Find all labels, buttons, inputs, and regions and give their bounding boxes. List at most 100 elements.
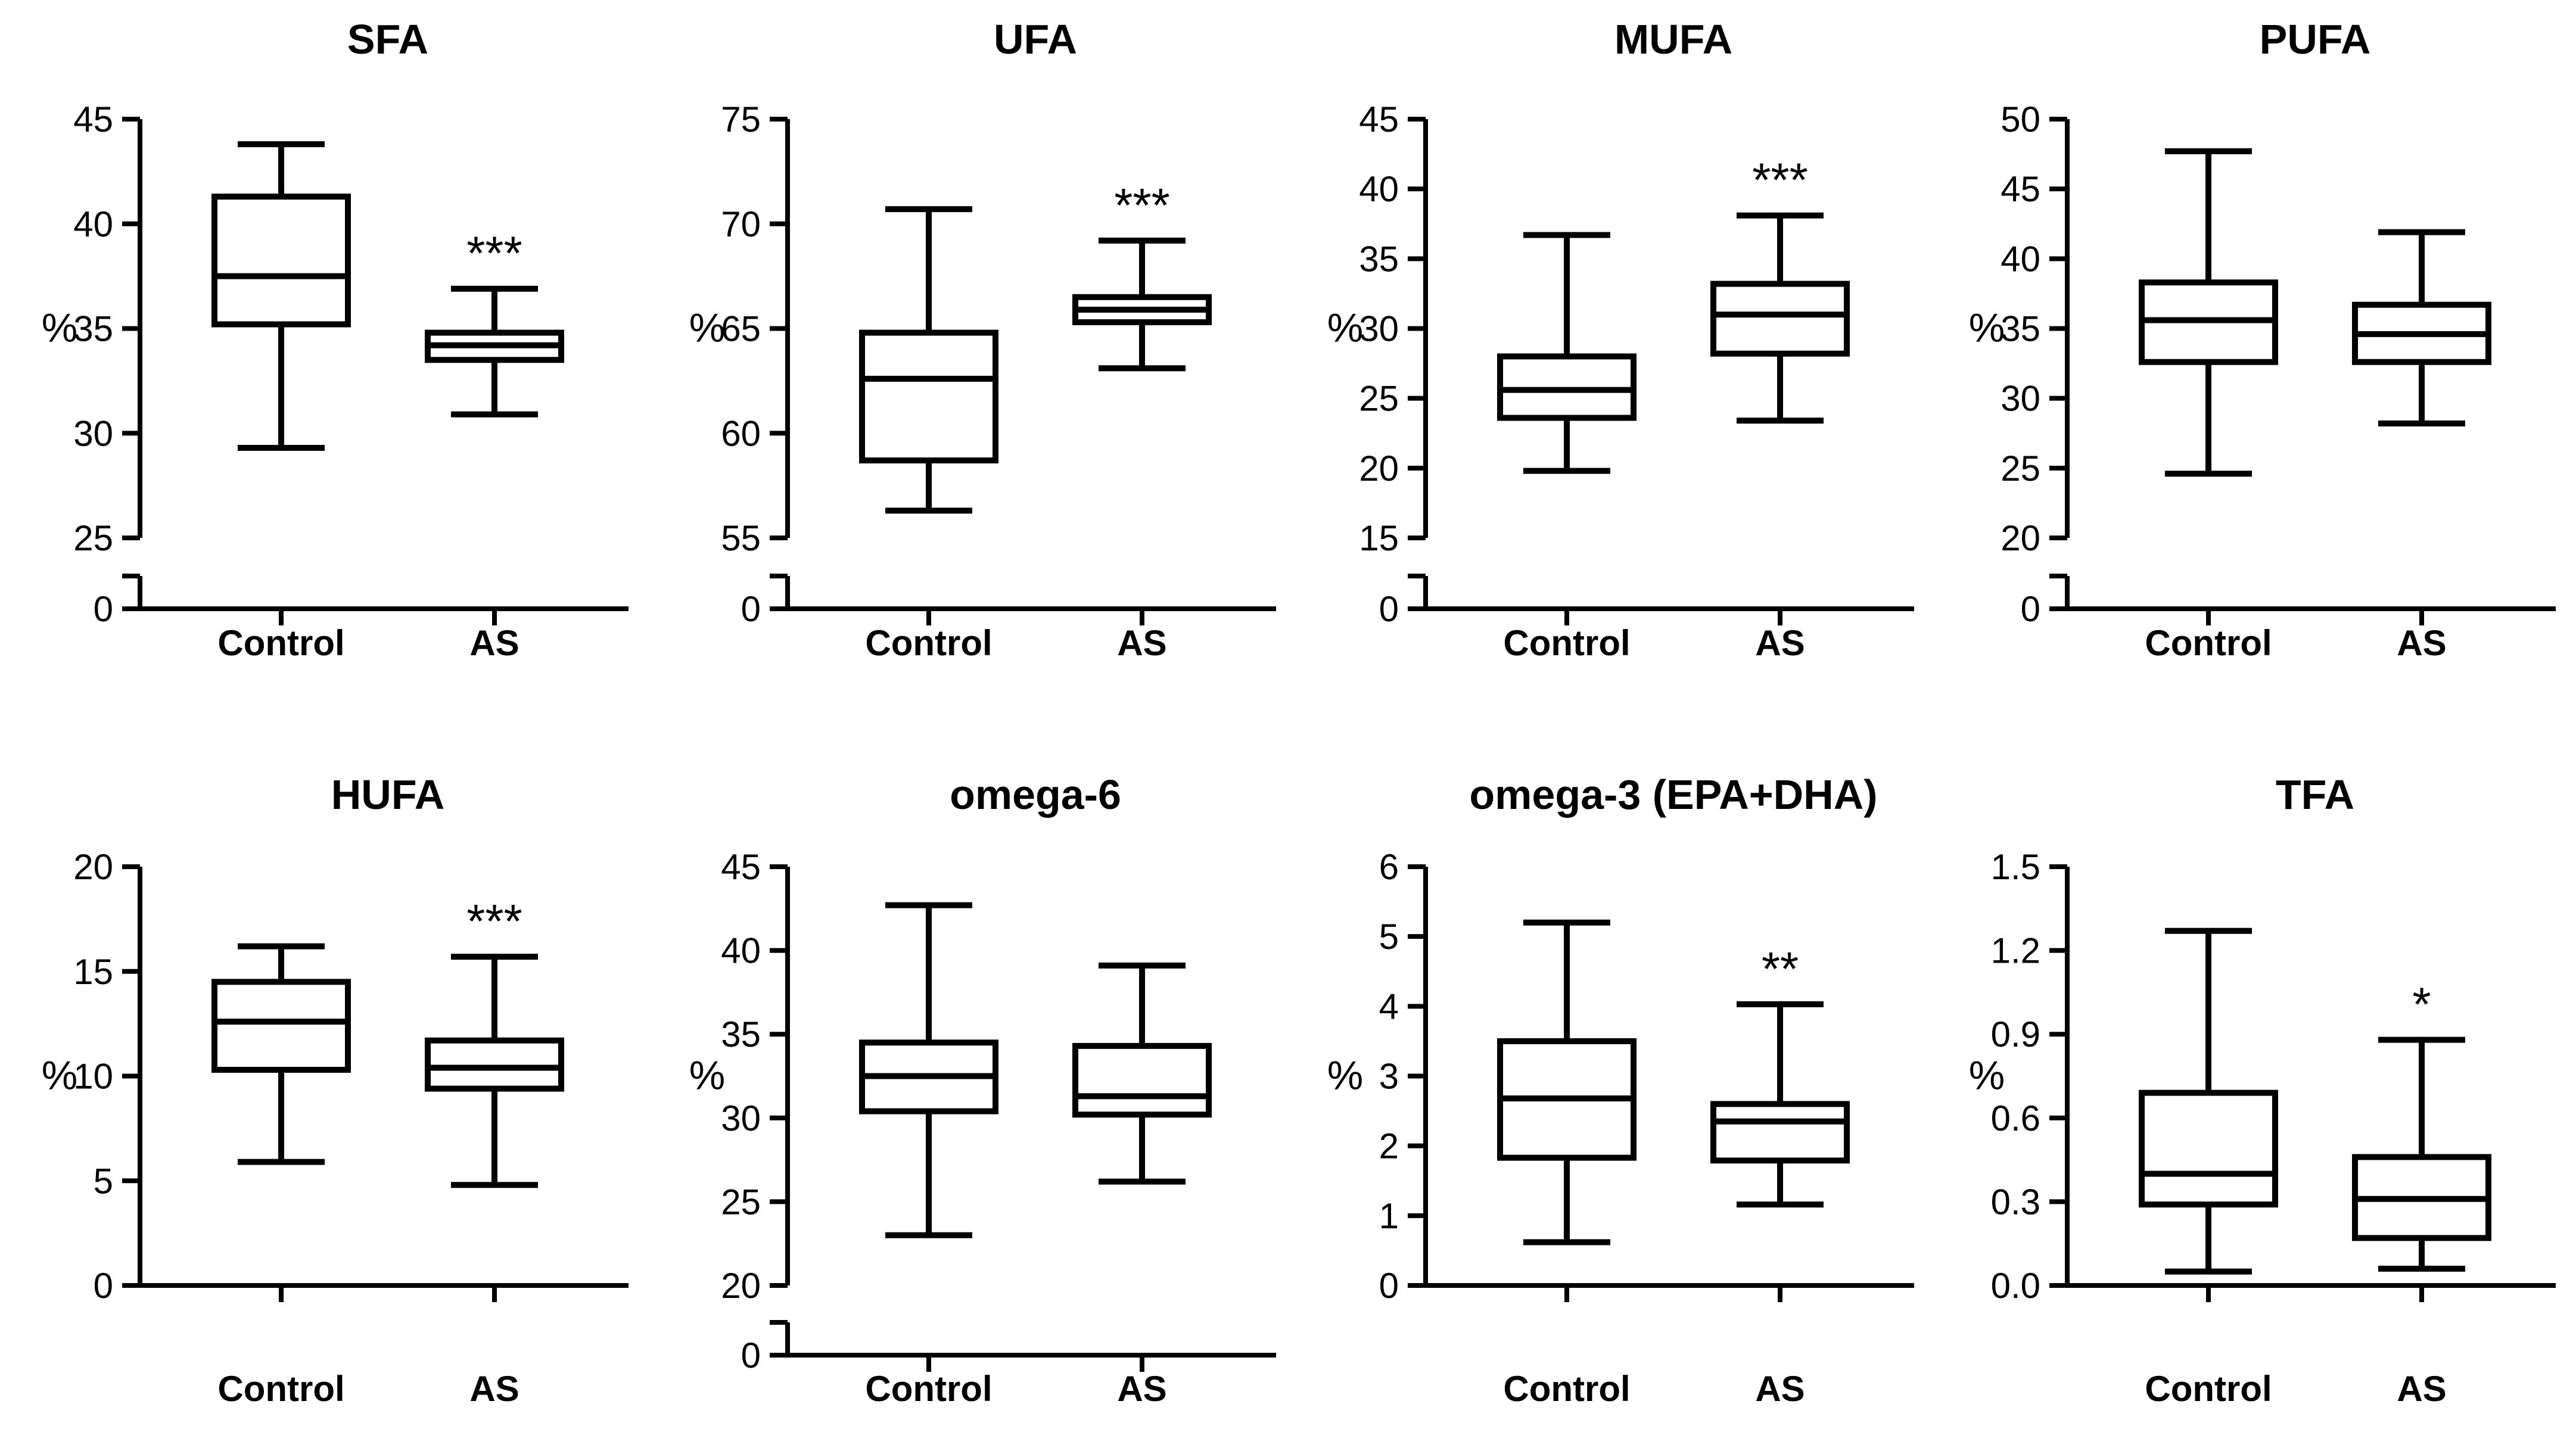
panel-ufa: UFA% 0 75 70 65 60 55 Control AS ***: [689, 16, 1276, 663]
y-tick-label: 25: [2001, 449, 2040, 488]
x-tick-label: AS: [1117, 623, 1166, 663]
y-tick-label: 1.5: [1991, 847, 2040, 887]
y-tick-label: 75: [721, 99, 761, 139]
y-tick-label: 40: [73, 204, 113, 244]
y-axis-label: %: [689, 306, 725, 351]
y-tick-label: 2: [1379, 1126, 1399, 1166]
box-control: Control: [859, 902, 998, 1409]
box-iqr: [859, 329, 998, 463]
y-tick-label: 1.2: [1991, 931, 2040, 971]
y-tick-label: 1: [1379, 1196, 1399, 1236]
x-tick-label: Control: [2145, 1369, 2272, 1409]
significance-marker: **: [1762, 942, 1799, 995]
y-tick-label: 60: [721, 413, 761, 453]
box-as: AS: [425, 285, 564, 663]
x-tick-label: Control: [865, 1369, 992, 1409]
y-tick-label: 25: [1359, 379, 1399, 419]
y-tick-label: 45: [721, 847, 761, 887]
x-tick-label: AS: [469, 623, 519, 663]
panel-mufa: MUFA% 0 45 40 35 30 25 20 15 Control AS ***: [1327, 16, 1914, 663]
panel-hufa: HUFA% 20 15 10 5 0 Control AS ***: [42, 771, 629, 1409]
panel-title: PUFA: [2260, 16, 2371, 63]
zero-tick-label: 0: [741, 589, 761, 629]
y-tick-label: 20: [1359, 449, 1399, 488]
box-iqr: [425, 1037, 564, 1092]
y-tick-label: 0.9: [1991, 1014, 2040, 1054]
y-tick-label: 45: [73, 99, 113, 139]
y-tick-label: 40: [721, 931, 761, 971]
box-as: AS: [1072, 237, 1212, 663]
y-tick-label: 45: [1359, 99, 1399, 139]
y-tick-label: 10: [73, 1057, 113, 1097]
y-tick-label: 5: [94, 1161, 113, 1201]
y-tick-label: 35: [1359, 239, 1399, 279]
y-axis-label: %: [1327, 1053, 1363, 1098]
box-iqr: [1072, 1042, 1212, 1118]
box-as: AS: [1710, 212, 1850, 663]
panel-omega-3-epa-dha: omega-3 (EPA+DHA)% 6 5 4 3 2 1 0 Control AS **: [1327, 771, 1914, 1409]
zero-tick-label: 0: [94, 589, 113, 629]
box-control: Control: [1497, 232, 1637, 663]
significance-marker: ***: [1752, 154, 1807, 207]
panel-title: omega-3 (EPA+DHA): [1469, 771, 1877, 818]
y-tick-label: 25: [73, 518, 113, 558]
x-tick-label: Control: [1503, 1369, 1630, 1409]
panel-title: UFA: [994, 16, 1077, 63]
y-tick-label: 20: [2001, 518, 2040, 558]
y-tick-label: 5: [1379, 917, 1399, 957]
box-control: Control: [211, 943, 351, 1409]
y-axis-label: %: [42, 306, 77, 351]
y-tick-label: 0.6: [1991, 1098, 2040, 1138]
x-tick-label: Control: [2145, 623, 2272, 663]
y-tick-label: 25: [721, 1182, 761, 1222]
box-as: AS: [425, 954, 564, 1409]
box-control: Control: [2139, 148, 2278, 663]
y-tick-label: 0: [94, 1266, 113, 1306]
x-tick-label: Control: [217, 623, 344, 663]
significance-marker: *: [2412, 978, 2431, 1031]
box-iqr: [211, 979, 351, 1073]
significance-marker: ***: [466, 895, 522, 948]
y-axis-label: %: [42, 1053, 77, 1098]
panel-sfa: SFA% 0 45 40 35 30 25 Control AS ***: [42, 16, 629, 663]
box-as: AS: [1710, 1001, 1850, 1409]
panel-title: omega-6: [950, 771, 1121, 818]
y-tick-label: 30: [73, 413, 113, 453]
y-tick-label: 15: [1359, 518, 1399, 558]
y-tick-label: 40: [1359, 169, 1399, 209]
box-as: AS: [2352, 1036, 2491, 1409]
y-tick-label: 0: [1379, 1266, 1399, 1306]
x-tick-label: Control: [217, 1369, 344, 1409]
panel-title: SFA: [347, 16, 428, 63]
y-axis-label: %: [689, 1053, 725, 1098]
y-tick-label: 4: [1379, 986, 1399, 1026]
significance-marker: ***: [466, 227, 522, 280]
box-iqr: [1710, 281, 1850, 357]
zero-tick-label: 0: [741, 1336, 761, 1375]
y-tick-label: 6: [1379, 847, 1399, 887]
y-tick-label: 20: [721, 1266, 761, 1306]
y-tick-label: 30: [1359, 309, 1399, 349]
box-iqr: [211, 194, 351, 328]
box-as: AS: [2352, 229, 2491, 663]
zero-tick-label: 0: [1379, 589, 1399, 629]
panel-tfa: TFA% 1.5 1.2 0.9 0.6 0.3 0.0 Control AS *: [1969, 771, 2556, 1409]
box-control: Control: [211, 141, 351, 663]
x-tick-label: Control: [1503, 623, 1630, 663]
panel-pufa: PUFA% 0 50 45 40 35 30 25 20 Control AS: [1969, 16, 2556, 663]
y-tick-label: 30: [2001, 379, 2040, 419]
box-as: AS: [1072, 962, 1212, 1409]
y-tick-label: 40: [2001, 239, 2040, 279]
x-tick-label: AS: [1117, 1369, 1166, 1409]
y-tick-label: 35: [2001, 309, 2040, 349]
y-tick-label: 20: [73, 847, 113, 887]
y-tick-label: 70: [721, 204, 761, 244]
panel-omega-6: omega-6% 0 45 40 35 30 25 20 Control AS: [689, 771, 1276, 1409]
y-tick-label: 35: [73, 309, 113, 349]
box-control: Control: [859, 206, 998, 663]
x-tick-label: AS: [469, 1369, 519, 1409]
x-tick-label: AS: [1755, 623, 1805, 663]
panel-title: HUFA: [331, 771, 445, 818]
panel-title: MUFA: [1614, 16, 1732, 63]
y-tick-label: 0.0: [1991, 1266, 2040, 1306]
